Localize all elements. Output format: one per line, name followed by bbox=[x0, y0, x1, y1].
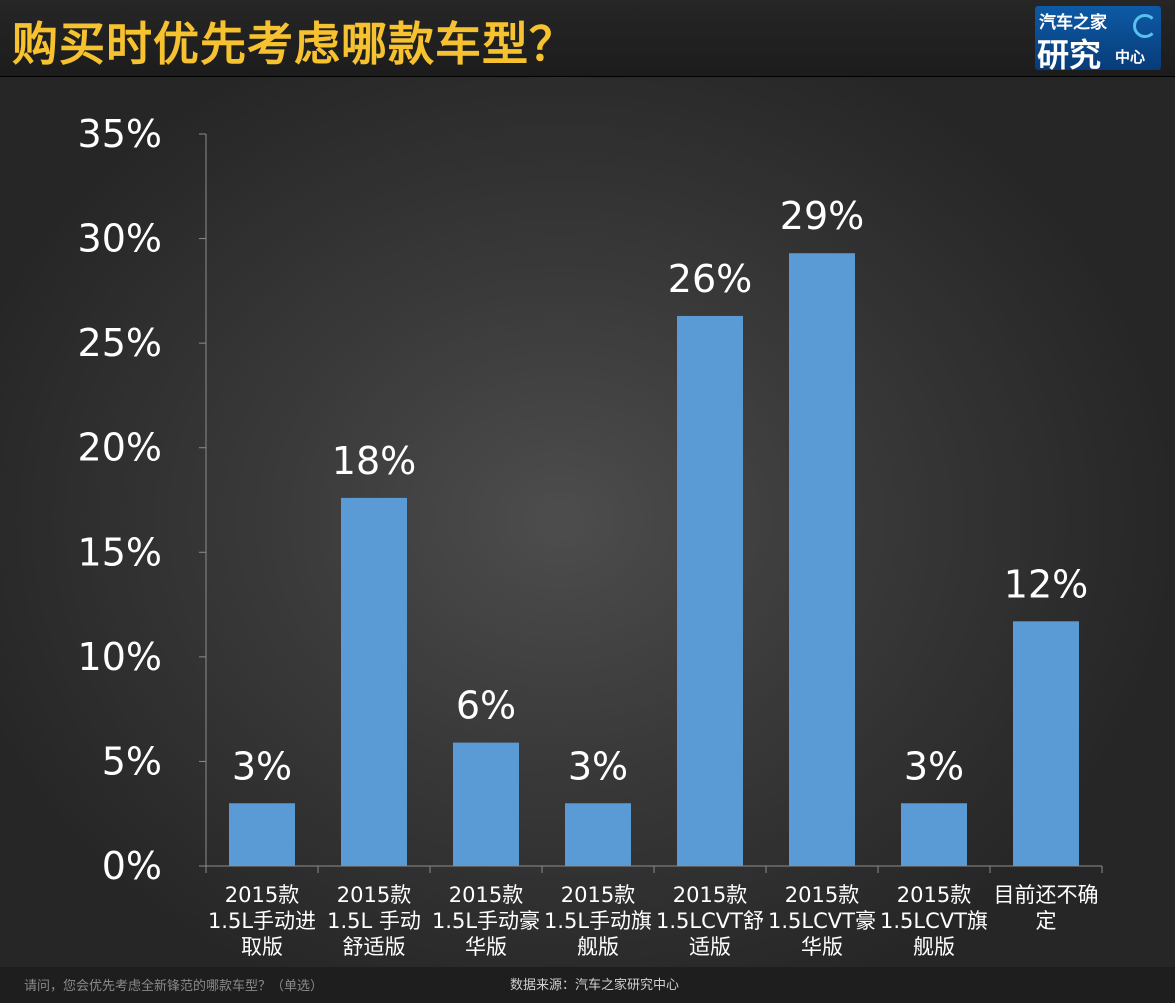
bar bbox=[1013, 621, 1079, 866]
y-tick-label: 20% bbox=[78, 426, 162, 470]
data-source: 数据来源：汽车之家研究中心 bbox=[510, 978, 680, 993]
x-tick-label-line: 1.5L 手动 bbox=[327, 909, 421, 933]
bar-data-label: 6% bbox=[456, 684, 516, 728]
bar bbox=[565, 803, 631, 866]
x-tick-label-line: 定 bbox=[1035, 909, 1057, 933]
y-tick-label: 5% bbox=[102, 739, 162, 783]
footer-bar: 请问，您会优先考虑全新锋范的哪款车型？（单选） 数据来源：汽车之家研究中心 bbox=[0, 967, 1175, 1003]
x-tick-label-line: 适版 bbox=[689, 935, 731, 959]
x-tick-label-line: 取版 bbox=[241, 935, 283, 959]
bar bbox=[789, 253, 855, 866]
x-tick-label: 2015款 1.5LCVT旗 舰版 bbox=[878, 882, 990, 960]
bar bbox=[677, 315, 743, 866]
x-tick-label-line: 2015款 bbox=[224, 883, 300, 907]
x-tick-label-line: 华版 bbox=[465, 935, 507, 959]
x-tick-label: 2015款 1.5L手动旗 舰版 bbox=[542, 882, 654, 960]
x-tick-label-line: 华版 bbox=[801, 935, 843, 959]
bar-data-label: 12% bbox=[1004, 562, 1088, 606]
bar bbox=[229, 803, 295, 866]
x-tick-label-line: 目前还不确 bbox=[993, 883, 1099, 907]
bar-data-label: 3% bbox=[904, 744, 964, 788]
y-tick-label: 25% bbox=[78, 321, 162, 365]
x-tick-label-line: 1.5LCVT旗 bbox=[880, 909, 988, 933]
x-tick-label: 目前还不确定 bbox=[990, 882, 1102, 934]
x-tick-label: 2015款 1.5L手动豪 华版 bbox=[430, 882, 542, 960]
x-tick-label-line: 2015款 bbox=[448, 883, 524, 907]
y-tick-label: 35% bbox=[78, 112, 162, 156]
survey-question: 请问，您会优先考虑全新锋范的哪款车型？（单选） bbox=[24, 979, 324, 994]
logo-line-3: 中心 bbox=[1115, 48, 1146, 66]
x-tick-label-line: 1.5LCVT豪 bbox=[768, 909, 876, 933]
x-tick-label: 2015款 1.5L手动进 取版 bbox=[206, 882, 318, 960]
x-tick-label-line: 1.5L手动旗 bbox=[543, 909, 653, 933]
x-tick-label-line: 2015款 bbox=[784, 883, 860, 907]
x-tick-label: 2015款 1.5LCVT舒 适版 bbox=[654, 882, 766, 960]
y-tick-label: 0% bbox=[102, 844, 162, 888]
logo-line-1: 汽车之家 bbox=[1039, 13, 1107, 33]
x-tick-label: 2015款 1.5LCVT豪 华版 bbox=[766, 882, 878, 960]
bar-data-label: 3% bbox=[568, 744, 628, 788]
y-tick-label: 15% bbox=[78, 530, 162, 574]
page-title: 购买时优先考虑哪款车型？ bbox=[12, 17, 576, 71]
x-tick-label-line: 舰版 bbox=[577, 935, 619, 959]
x-tick-label-line: 2015款 bbox=[336, 883, 412, 907]
x-tick-label-line: 2015款 bbox=[560, 883, 636, 907]
x-tick-label: 2015款 1.5L 手动 舒适版 bbox=[318, 882, 430, 960]
x-tick-label-line: 2015款 bbox=[672, 883, 748, 907]
bar bbox=[341, 497, 407, 866]
logo-ring-icon bbox=[1133, 14, 1157, 38]
bar-data-label: 18% bbox=[332, 439, 416, 483]
y-tick-label: 30% bbox=[78, 217, 162, 261]
header-bar: 购买时优先考虑哪款车型？ 汽车之家 研究 中心 bbox=[0, 0, 1175, 77]
x-tick-label-line: 舰版 bbox=[913, 935, 955, 959]
logo-line-2: 研究 bbox=[1037, 36, 1102, 74]
x-tick-label-line: 1.5L手动进 bbox=[207, 909, 317, 933]
bar-data-label: 29% bbox=[780, 194, 864, 238]
bar-data-label: 26% bbox=[668, 257, 752, 301]
bar bbox=[453, 742, 519, 866]
x-tick-label-line: 1.5LCVT舒 bbox=[656, 909, 764, 933]
x-tick-label-line: 1.5L手动豪 bbox=[431, 909, 541, 933]
x-tick-label-line: 舒适版 bbox=[342, 935, 406, 959]
y-tick-label: 10% bbox=[78, 635, 162, 679]
bar bbox=[901, 803, 967, 866]
bar-data-label: 3% bbox=[232, 744, 292, 788]
x-tick-label-line: 2015款 bbox=[896, 883, 972, 907]
autohome-research-logo: 汽车之家 研究 中心 bbox=[1035, 6, 1161, 74]
